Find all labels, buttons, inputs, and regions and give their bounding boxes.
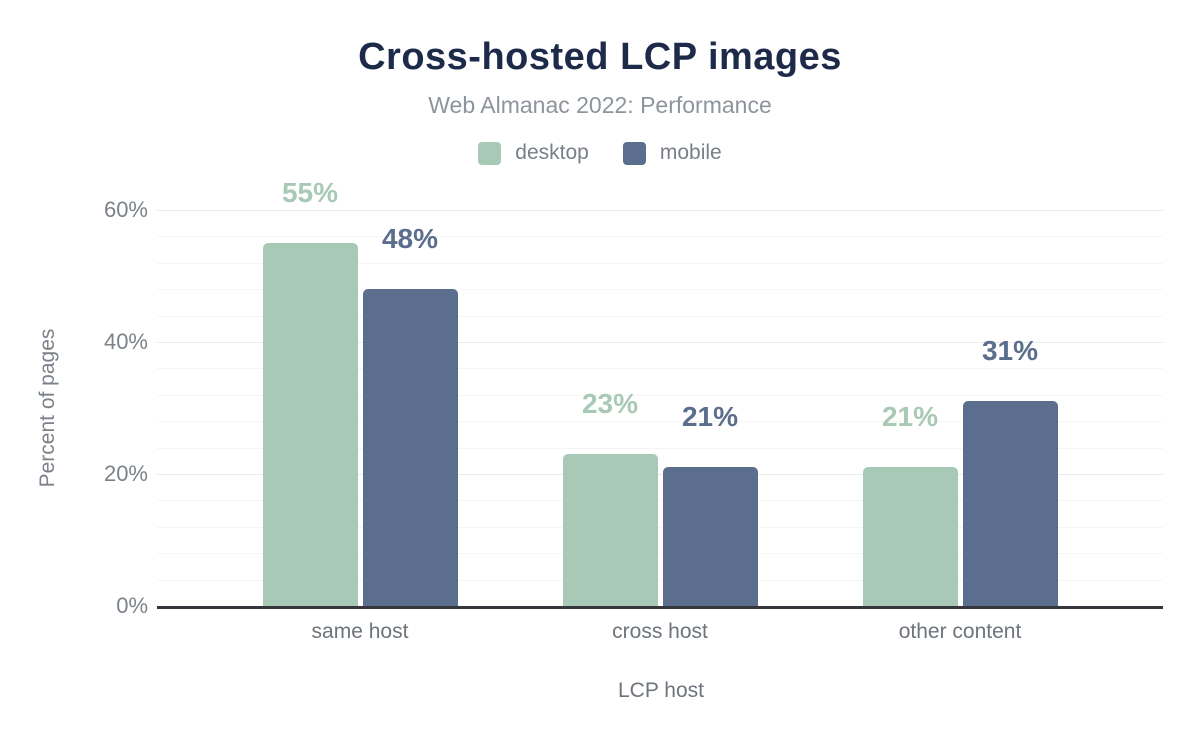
minor-gridline xyxy=(157,315,1163,317)
y-tick-label: 20% xyxy=(103,461,148,486)
bar-mobile-other-content xyxy=(962,401,1058,606)
legend-item-mobile: mobile xyxy=(622,141,722,165)
minor-gridline xyxy=(157,262,1163,264)
bar-value-label-desktop-same-host: 55% xyxy=(281,177,339,208)
major-gridline xyxy=(157,210,1163,211)
y-tick-label: 60% xyxy=(103,197,148,222)
chart-title: Cross-hosted LCP images xyxy=(358,36,842,78)
bar-mobile-same-host xyxy=(362,289,458,606)
bar-desktop-other-content xyxy=(862,467,958,606)
minor-gridline xyxy=(157,236,1163,238)
major-gridline xyxy=(157,342,1163,343)
bar-mobile-cross-host xyxy=(662,467,758,606)
legend-swatch-desktop xyxy=(478,141,502,165)
chart-subtitle: Web Almanac 2022: Performance xyxy=(428,92,772,118)
minor-gridline xyxy=(157,289,1163,291)
minor-gridline xyxy=(157,421,1163,423)
major-gridline xyxy=(157,474,1163,475)
bar-value-label-mobile-cross-host: 21% xyxy=(681,401,739,433)
x-axis-title: LCP host xyxy=(618,679,704,702)
bar-value-label-mobile-other-content: 31% xyxy=(981,335,1039,367)
bar-value-label-mobile-same-host: 48% xyxy=(381,223,439,255)
bar-desktop-cross-host xyxy=(562,454,658,606)
legend-label: mobile xyxy=(659,141,722,164)
bar-value-label-desktop-other-content: 21% xyxy=(881,401,939,433)
bar-value-label-desktop-cross-host: 23% xyxy=(581,388,639,420)
legend-label: desktop xyxy=(515,141,589,164)
minor-gridline xyxy=(157,526,1163,528)
minor-gridline xyxy=(157,553,1163,555)
minor-gridline xyxy=(157,394,1163,396)
x-tick-label-other-content: other content xyxy=(898,620,1022,643)
legend-swatch-mobile xyxy=(622,141,646,165)
x-tick-label-cross-host: cross host xyxy=(612,620,708,643)
minor-gridline xyxy=(157,368,1163,370)
x-axis-line xyxy=(157,606,1163,609)
minor-gridline xyxy=(157,447,1163,449)
legend: desktop mobile xyxy=(0,141,1200,165)
minor-gridline xyxy=(157,500,1163,502)
minor-gridline xyxy=(157,579,1163,581)
y-tick-label: 0% xyxy=(116,593,148,618)
legend-item-desktop: desktop xyxy=(478,141,589,165)
x-tick-label-same-host: same host xyxy=(311,620,409,643)
y-tick-label: 40% xyxy=(103,329,148,354)
bar-desktop-same-host xyxy=(262,243,358,606)
